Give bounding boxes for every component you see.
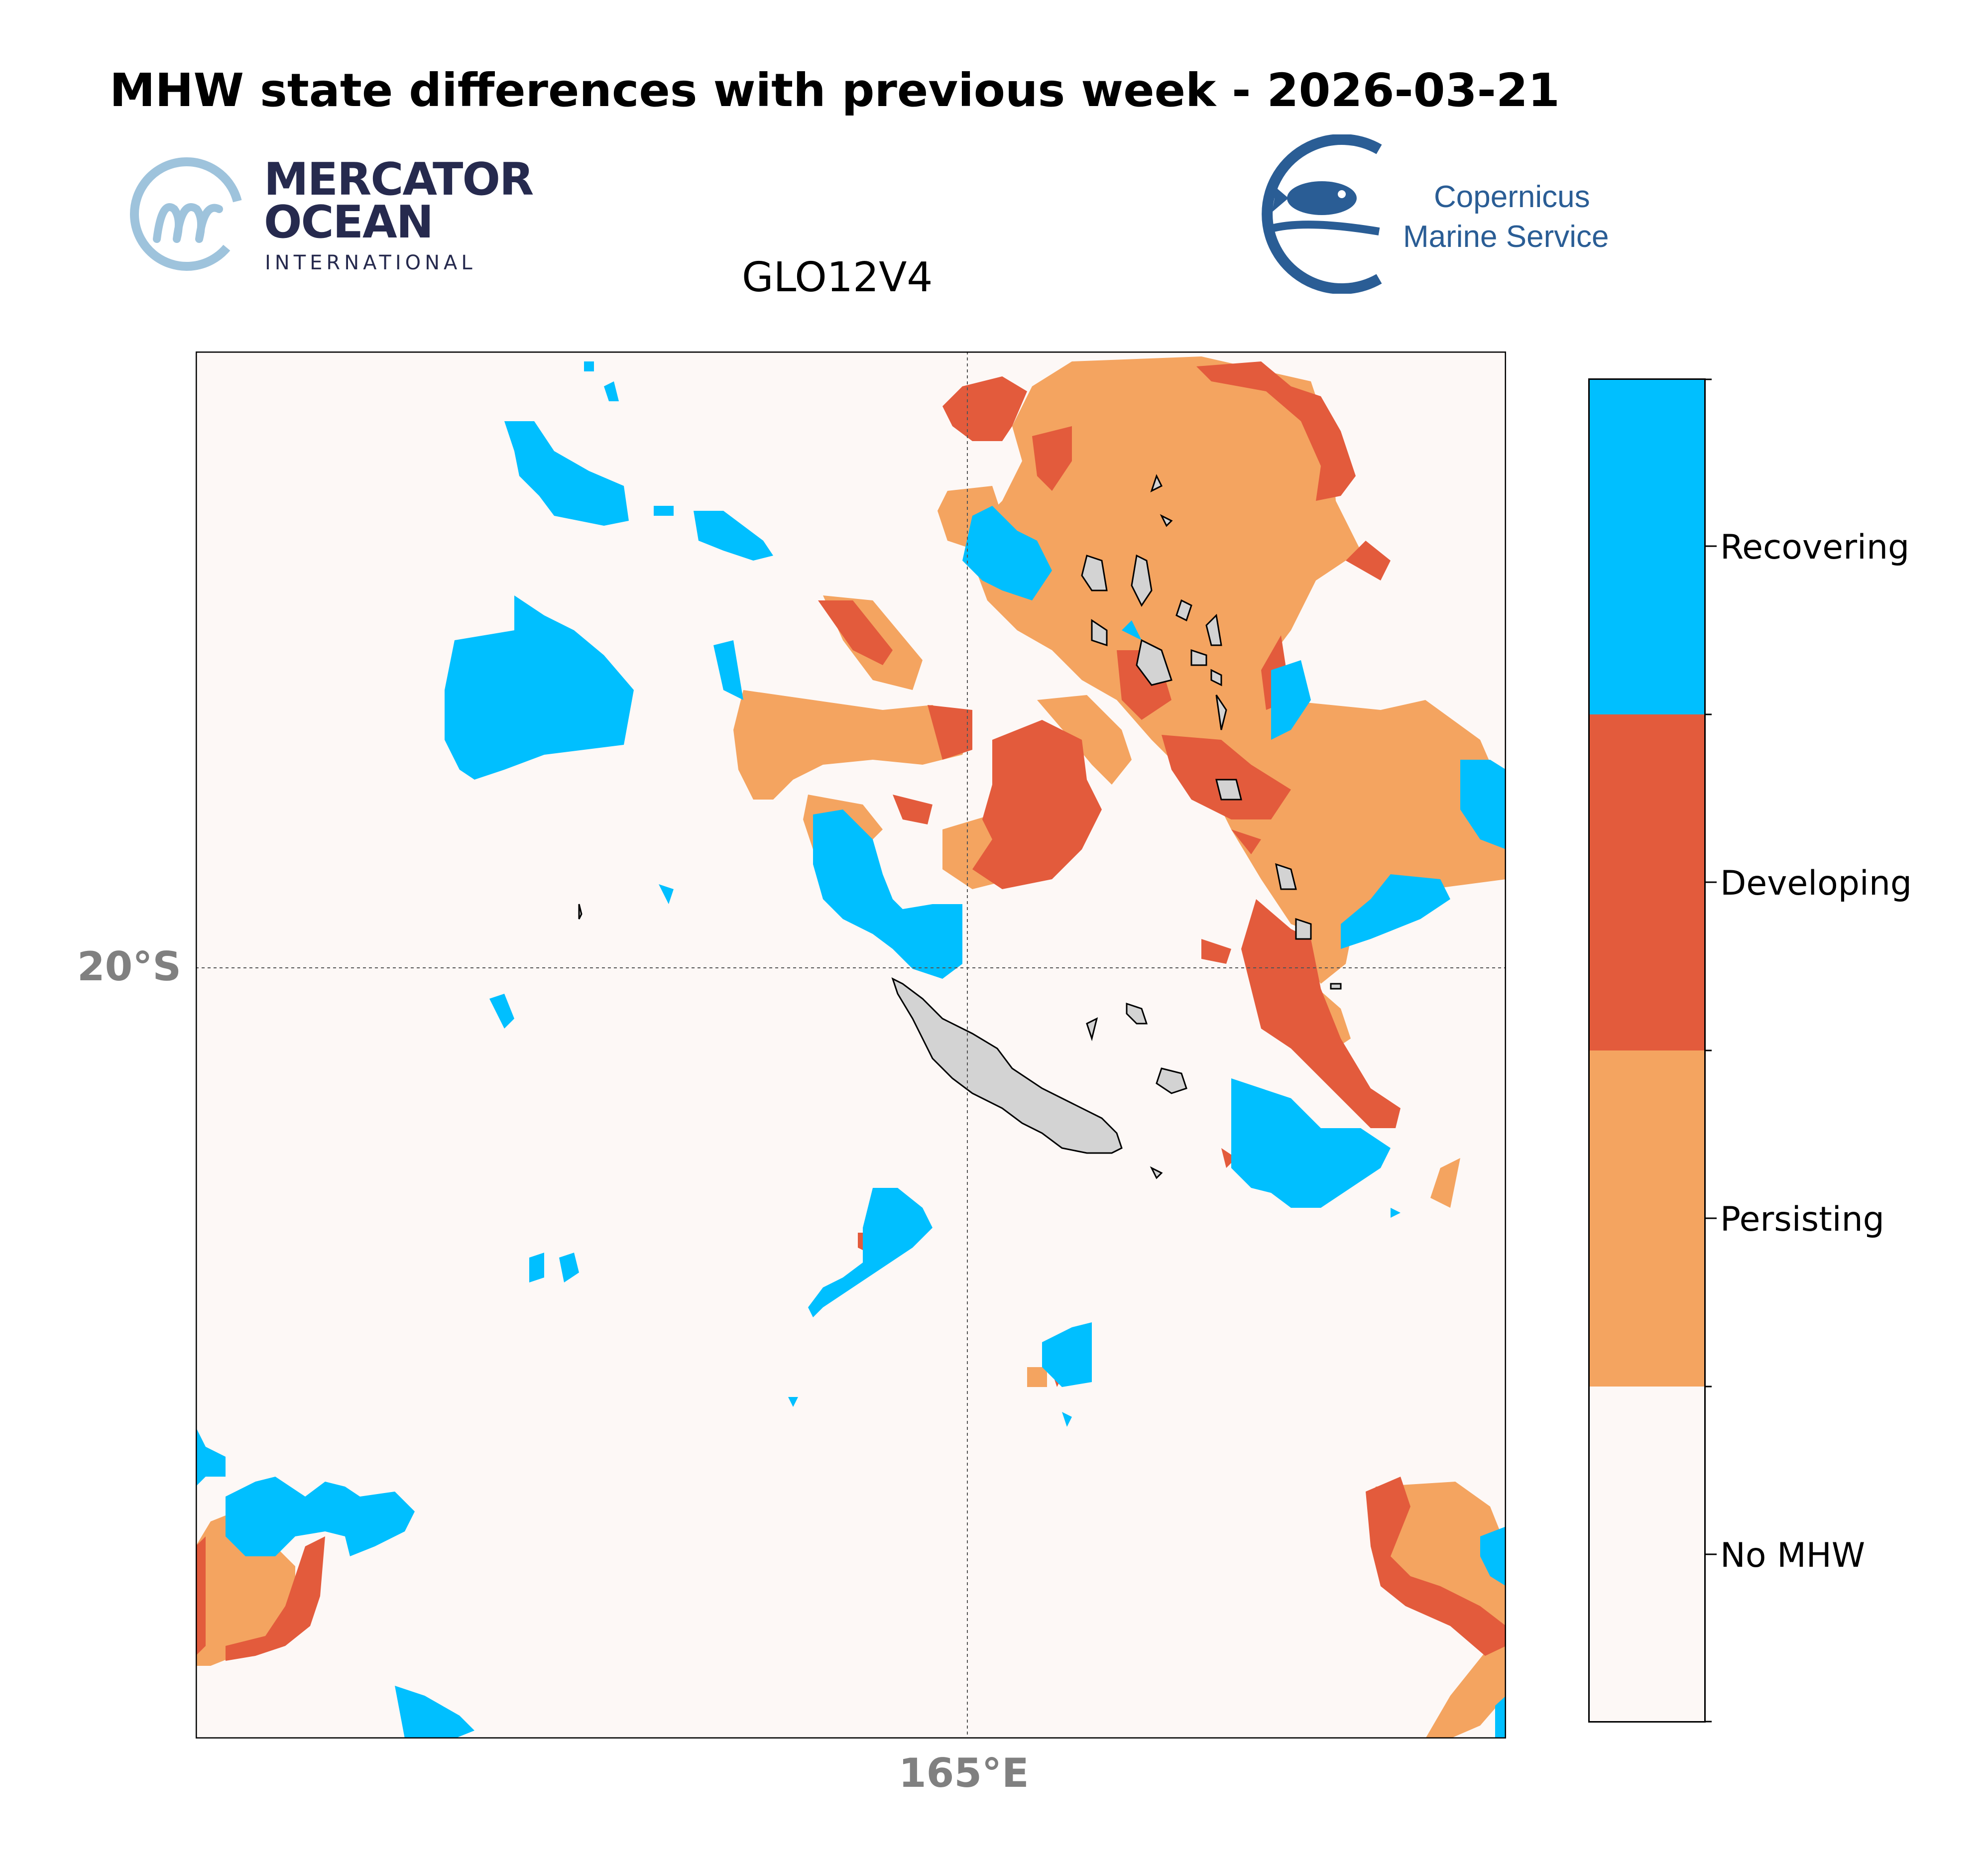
mercator-ocean-logo: [130, 157, 243, 271]
new-caledonia-land: [891, 977, 1123, 1154]
legend-swatch-developing: [1588, 714, 1706, 1050]
copernicus-wordmark-line2: Marine Service: [1403, 220, 1609, 254]
mhw-developing-areas: [196, 361, 1506, 1661]
mercator-wordmark-line3: INTERNATIONAL: [265, 251, 476, 274]
copernicus-marine-logo: [1262, 134, 1382, 294]
legend-label-recovering: Recovering: [1720, 528, 1910, 567]
legend-label-no-mhw: No MHW: [1720, 1536, 1866, 1575]
legend-ticks: [1706, 378, 1717, 1723]
legend-colorbar: [1588, 378, 1706, 1723]
mercator-wordmark-line2: OCEAN: [264, 196, 434, 248]
mhw-map: [196, 351, 1506, 1739]
legend-label-persisting: Persisting: [1720, 1200, 1884, 1239]
legend-swatch-persisting: [1588, 1050, 1706, 1387]
latitude-label: 20°S: [77, 943, 181, 990]
model-name: GLO12V4: [742, 254, 933, 301]
legend-label-developing: Developing: [1720, 864, 1912, 903]
legend-swatch-no-mhw: [1588, 1387, 1706, 1723]
legend-swatch-recovering: [1588, 378, 1706, 714]
gridlines: [196, 351, 1506, 1739]
mercator-wordmark-line1: MERCATOR: [264, 153, 534, 206]
mhw-recovering-areas: [196, 361, 1506, 1739]
land-masses: [578, 474, 1342, 1179]
longitude-label: 165°E: [899, 1750, 1029, 1796]
map-title: MHW state differences with previous week…: [110, 64, 1560, 117]
map-frame: [196, 351, 1506, 1739]
copernicus-wordmark-line1: Copernicus: [1434, 180, 1590, 214]
